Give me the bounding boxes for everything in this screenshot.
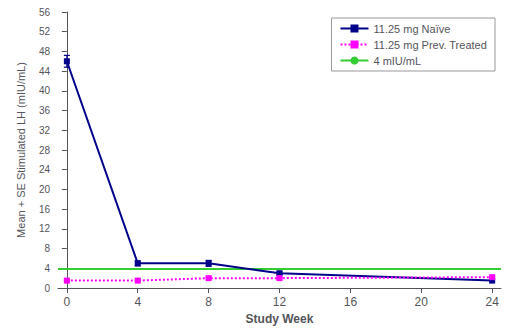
svg-text:32: 32 bbox=[39, 125, 51, 136]
svg-text:12: 12 bbox=[39, 223, 51, 234]
svg-text:8: 8 bbox=[205, 295, 212, 309]
svg-text:24: 24 bbox=[39, 164, 51, 175]
svg-text:Study Week: Study Week bbox=[246, 312, 314, 326]
svg-text:20: 20 bbox=[39, 184, 51, 195]
svg-text:16: 16 bbox=[344, 295, 358, 309]
svg-text:52: 52 bbox=[39, 26, 51, 37]
svg-text:0: 0 bbox=[44, 283, 50, 294]
svg-text:36: 36 bbox=[39, 105, 51, 116]
svg-text:Mean + SE Stimulated LH (mIU/m: Mean + SE Stimulated LH (mIU/mL) bbox=[15, 62, 27, 238]
svg-text:24: 24 bbox=[485, 295, 499, 309]
svg-text:20: 20 bbox=[415, 295, 429, 309]
svg-text:0: 0 bbox=[64, 295, 71, 309]
svg-text:11.25 mg Naïve: 11.25 mg Naïve bbox=[373, 23, 450, 35]
svg-text:4: 4 bbox=[134, 295, 141, 309]
svg-text:4: 4 bbox=[44, 263, 50, 274]
svg-text:28: 28 bbox=[39, 145, 51, 156]
svg-text:4 mIU/mL: 4 mIU/mL bbox=[373, 55, 421, 67]
svg-text:56: 56 bbox=[39, 7, 51, 18]
svg-text:16: 16 bbox=[39, 204, 51, 215]
svg-text:8: 8 bbox=[44, 243, 50, 254]
svg-text:12: 12 bbox=[273, 295, 287, 309]
svg-text:11.25 mg Prev. Treated: 11.25 mg Prev. Treated bbox=[373, 39, 486, 51]
svg-text:40: 40 bbox=[39, 85, 51, 96]
svg-text:48: 48 bbox=[39, 46, 51, 57]
svg-text:44: 44 bbox=[39, 66, 51, 77]
